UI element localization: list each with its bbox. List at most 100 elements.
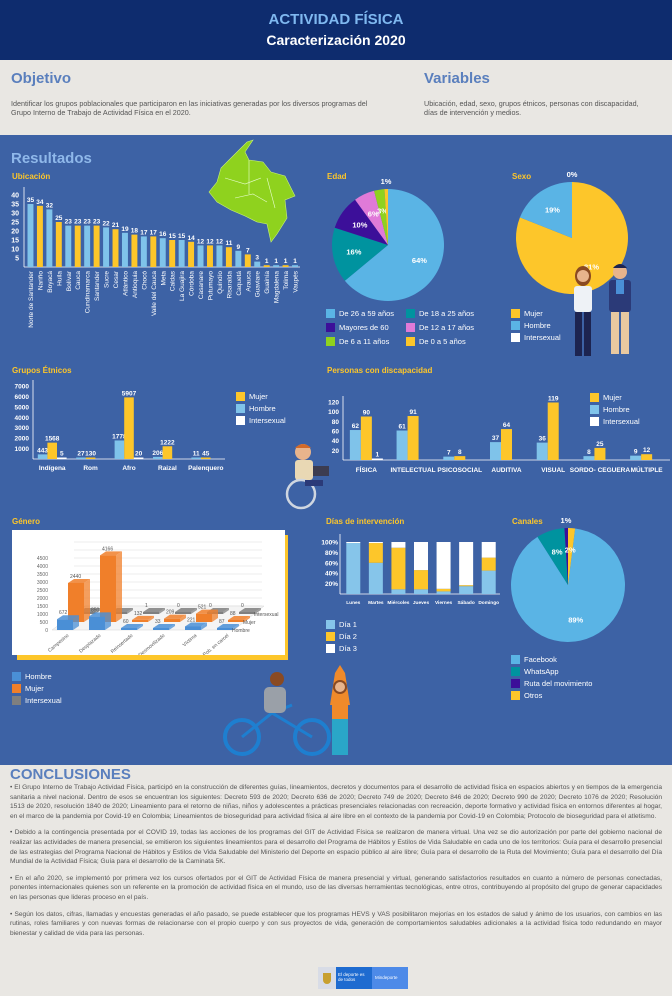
conclusion-paragraph: • En el año 2020, se implementó por prim… (10, 874, 662, 901)
y-tick-label: 10 (11, 247, 19, 254)
bar-segment (436, 588, 451, 592)
data-label: 1778 (112, 433, 127, 440)
chart-title-dias: Días de intervención (326, 517, 405, 526)
data-label: 34 (36, 199, 44, 206)
category-label: Norte de Santander (28, 270, 35, 328)
data-label: 0 (177, 603, 180, 609)
bar-top (143, 608, 165, 612)
header: ACTIVIDAD FÍSICA Caracterización 2020 (0, 0, 672, 60)
category-label: Viernes (435, 600, 453, 606)
bar-top (89, 612, 111, 617)
bar-top (239, 608, 261, 612)
bar-mujer (594, 447, 606, 460)
bar (292, 265, 298, 267)
bar-mujer (547, 402, 559, 460)
category-label: Arauca (245, 271, 252, 292)
category-label: Rom (83, 465, 98, 472)
slice-label: 0% (567, 170, 578, 179)
y-tick-label: 2000 (37, 596, 48, 602)
bar-hombre (89, 616, 105, 630)
data-label: 1 (293, 258, 297, 265)
legend-label: Intersexual (25, 695, 62, 705)
bar-mujer (360, 416, 372, 460)
legend-item: Día 1 (326, 618, 357, 630)
bar-segment (368, 562, 383, 594)
bar-intersexual (175, 612, 191, 614)
legend-label: Día 2 (339, 631, 357, 641)
bar (27, 204, 34, 267)
legend-swatch (326, 336, 335, 346)
conclusion-paragraph: • Según los datos, cifras, llamadas y en… (10, 910, 662, 937)
category-label: Córdoba (189, 271, 196, 296)
bar-mujer (501, 429, 512, 460)
data-label: 27 (77, 451, 85, 458)
bar (273, 265, 280, 267)
variables-title: Variables (424, 70, 490, 87)
bar (263, 265, 270, 267)
objetivo-title: Objetivo (11, 70, 72, 87)
data-label: 1568 (45, 436, 60, 443)
category-label: Palenquero (188, 465, 223, 472)
category-label: Nariño (37, 271, 44, 291)
bar-segment (436, 591, 451, 594)
legend-item: Mujer (236, 390, 286, 402)
category-label: Casanare (198, 271, 205, 300)
category-label: Domingo (478, 600, 499, 606)
data-label: 0 (209, 603, 212, 609)
category-label: Cauca (75, 271, 82, 290)
y-tick-label: 20 (332, 448, 340, 455)
bar-side (255, 608, 261, 614)
chart-title-discapacidad: Personas con discapacidad (327, 366, 433, 375)
category-label: MÚLTIPLE (631, 465, 664, 474)
bar-top (100, 551, 122, 556)
pie-slice (355, 190, 388, 245)
bar (46, 209, 53, 267)
data-label: 1222 (160, 439, 175, 446)
bar-top (185, 622, 207, 627)
bar-side (73, 615, 79, 630)
legend-swatch (326, 308, 335, 318)
legend-item: Hombre (511, 319, 561, 331)
data-label: 119 (548, 395, 559, 402)
colombia-map-icon (208, 139, 296, 243)
y-tick-label: 15 (11, 238, 19, 245)
chart-title-genero: Género (12, 517, 41, 526)
category-label: La Guajira (179, 271, 186, 301)
data-label: 11 (225, 240, 232, 247)
slice-label: 2% (565, 546, 576, 555)
data-label: 64 (503, 422, 511, 429)
slice-label: 81% (584, 263, 599, 272)
category-label: Afro (122, 465, 135, 472)
data-label: 33 (155, 619, 161, 625)
data-label: 9 (237, 244, 241, 251)
legend-label: Facebook (524, 654, 557, 664)
bar-top (121, 624, 143, 628)
sexo-legend: Mujer Hombre Intersexual (511, 307, 561, 343)
category-label: Raizal (158, 465, 177, 472)
bar-mujer (68, 582, 84, 622)
results-title: Resultados (11, 150, 92, 167)
bar-hombre (536, 442, 548, 460)
data-label: 130 (85, 451, 96, 458)
data-label: 21 (112, 222, 120, 229)
bar-segment (346, 543, 361, 594)
bar-segment (391, 547, 406, 590)
legend-label: Otros (524, 690, 543, 700)
y-tick-label: 40% (325, 571, 338, 578)
bar-segment (481, 542, 496, 558)
series-axis-label: Hombre (232, 628, 250, 634)
data-label: 8 (587, 449, 591, 456)
genero-3d-chart: 0500100015002000250030003500400045000310… (12, 530, 285, 655)
data-label: 0 (241, 603, 244, 609)
bar-segment (414, 570, 428, 590)
data-label: 12 (206, 238, 214, 245)
bar-side (212, 609, 218, 622)
bar-hombre (191, 457, 201, 459)
data-label: 25 (55, 215, 63, 222)
slice-label: 89% (568, 615, 583, 624)
bar-mujer (454, 456, 466, 460)
category-label: Víctima (182, 633, 199, 648)
legend-swatch (590, 392, 599, 402)
bar-mujer (196, 613, 212, 622)
legend-label: De 6 a 11 años (339, 336, 390, 346)
